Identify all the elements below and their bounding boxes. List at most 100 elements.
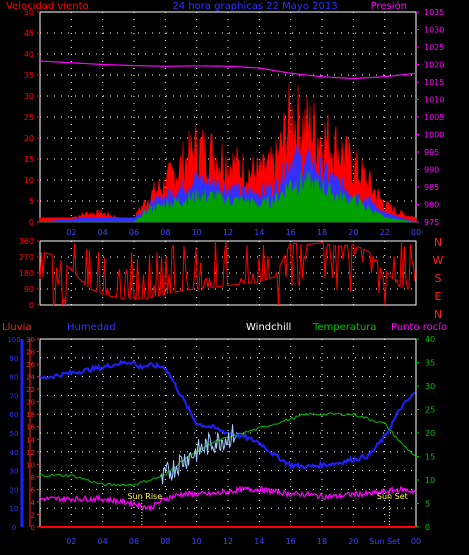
tick-label-pressure: 990: [424, 166, 439, 175]
tick-label-hour: 04: [98, 537, 108, 546]
tick-label-wind: 5: [29, 197, 34, 206]
tick-label-pressure: 1010: [424, 96, 444, 105]
tick-label-hour: 08: [160, 228, 170, 237]
tick-label-lluvia: 28: [26, 349, 35, 357]
header-punto-rocio: Punto rocío: [391, 321, 447, 333]
tick-label-lluvia: 18: [26, 411, 35, 419]
tick-label-hour: 06: [129, 537, 139, 546]
sun-rise-marker-label: Sun Rise: [128, 492, 163, 501]
tick-label-pressure: 975: [424, 218, 439, 227]
tick-label-lluvia: 8: [31, 474, 35, 482]
tick-label-direction: 360: [19, 237, 34, 246]
tick-label-lluvia: 20: [26, 399, 35, 407]
series-pressure: [39, 60, 417, 80]
tick-label-humedad: 0: [12, 524, 16, 532]
direction-letter: E: [435, 290, 442, 303]
tick-label-lluvia: 26: [26, 361, 35, 369]
tick-label-lluvia: 24: [26, 374, 35, 382]
header-humedad: Humedad: [67, 322, 116, 333]
tick-label-hour: 14: [254, 228, 264, 237]
tick-label-temperatura: 10: [425, 476, 435, 485]
tick-label-pressure: 1035: [424, 8, 444, 17]
tick-label-direction: 90: [24, 285, 34, 294]
series-humedad: [39, 359, 416, 471]
tick-label-pressure: 985: [424, 183, 439, 192]
tick-label-pressure: 1005: [424, 113, 444, 122]
tick-label-temperatura: 25: [425, 406, 435, 415]
tick-label-lluvia: 30: [26, 336, 35, 344]
tick-label-humedad: 100: [7, 336, 20, 344]
tick-label-hour: 20: [348, 228, 358, 237]
tick-label-wind: 10: [24, 176, 34, 185]
tick-label-wind: 15: [24, 155, 34, 164]
tick-label-direction: 0: [29, 301, 34, 310]
direction-letter: N: [434, 236, 442, 249]
tick-label-hour: 06: [129, 228, 139, 237]
tick-label-humedad: 50: [10, 430, 19, 438]
tick-label-hour: 16: [286, 228, 296, 237]
tick-label-hour: 10: [192, 228, 202, 237]
tick-label-wind: 45: [24, 29, 34, 38]
tick-label-humedad: 80: [10, 374, 19, 382]
tick-label-temperatura: 20: [425, 429, 435, 438]
tick-label-hour: 10: [192, 537, 202, 546]
tick-label-lluvia: 14: [26, 436, 35, 444]
tick-label-pressure: 1015: [424, 78, 444, 87]
tick-label-lluvia: 2: [31, 511, 35, 519]
header-title: 24 hora graphicas 22 Mayo 2013: [172, 1, 337, 12]
header-lluvia: Lluvia: [2, 322, 32, 333]
series-punto-rocio: [39, 485, 417, 511]
tick-label-humedad: 90: [10, 355, 19, 363]
tick-label-hour: 22: [380, 228, 390, 237]
tick-label-temperatura: 40: [425, 335, 435, 344]
tick-label-hour: 20: [348, 537, 358, 546]
tick-label-hour: 02: [66, 537, 76, 546]
direction-letter: S: [435, 272, 442, 285]
tick-label-wind: 40: [24, 50, 34, 59]
tick-label-pressure: 995: [424, 148, 439, 157]
tick-label-wind: 25: [24, 113, 34, 122]
tick-label-lluvia: 10: [26, 461, 35, 469]
series-wind-direction: [39, 240, 416, 307]
tick-label-temperatura: 30: [425, 382, 435, 391]
header-temperatura: Temperatura: [312, 322, 377, 333]
tick-label-pressure: 1025: [424, 43, 444, 52]
tick-label-humedad: 30: [10, 468, 19, 476]
tick-label-temperatura: 5: [425, 500, 430, 509]
tick-label-lluvia: 6: [31, 486, 36, 494]
tick-label-direction: 180: [19, 269, 34, 278]
tick-label-wind: 20: [24, 134, 34, 143]
tick-label-temperatura: 35: [425, 359, 435, 368]
tick-label-direction: 270: [19, 253, 34, 262]
tick-label-hour: 04: [98, 228, 108, 237]
tick-label-pressure: 1030: [424, 26, 444, 35]
header-wind-label: Velocidad viento: [6, 1, 89, 12]
tick-label-hour: 12: [223, 228, 233, 237]
tick-label-lluvia: 16: [26, 424, 35, 432]
tick-label-hour: 02: [66, 228, 76, 237]
tick-label-pressure: 1020: [424, 61, 444, 70]
tick-label-humedad: 60: [10, 411, 19, 419]
tick-label-temperatura: 0: [425, 523, 430, 532]
tick-label-humedad: 70: [10, 392, 19, 400]
tick-label-lluvia: 4: [31, 499, 36, 507]
tick-label-hour: 14: [254, 537, 264, 546]
tick-label-hour: 00: [411, 228, 421, 237]
tick-label-temperatura: 15: [425, 453, 435, 462]
tick-label-hour: 18: [317, 537, 327, 546]
series-windchill: [160, 424, 236, 485]
tick-label-pressure: 1000: [424, 131, 444, 140]
tick-label-lluvia: 22: [26, 386, 35, 394]
direction-letter: W: [433, 254, 444, 267]
tick-label-humedad: 10: [10, 505, 19, 513]
tick-label-wind: 0: [29, 218, 34, 227]
header-pressure-label: Presión: [371, 0, 407, 12]
series-wind-average: [40, 171, 417, 223]
tick-label-hour: 00: [411, 537, 421, 546]
tick-label-hour: 18: [317, 228, 327, 237]
tick-label-hour: 12: [223, 537, 233, 546]
tick-label-humedad: 20: [10, 486, 19, 494]
tick-label-hour: 08: [160, 537, 170, 546]
tick-label-wind: 35: [24, 71, 34, 80]
